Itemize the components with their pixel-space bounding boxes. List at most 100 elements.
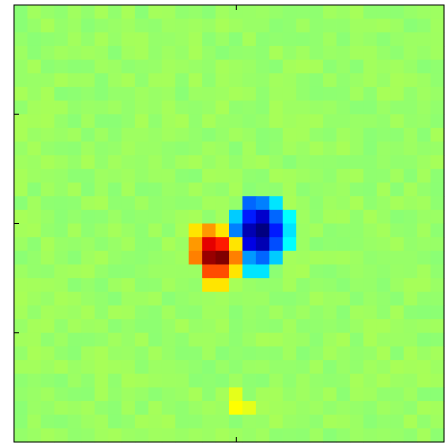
heatmap-cell <box>94 114 109 129</box>
heatmap-cell <box>134 18 149 33</box>
heatmap-cell <box>54 414 69 429</box>
heatmap-cell <box>376 387 391 402</box>
heatmap-cell <box>94 182 109 197</box>
heatmap-cell <box>242 59 257 74</box>
heatmap-cell <box>242 414 257 429</box>
heatmap-cell <box>336 114 351 129</box>
heatmap-cell <box>363 73 378 88</box>
heatmap-cell <box>81 209 96 225</box>
heatmap-cell <box>336 182 351 197</box>
heatmap-cell <box>296 5 311 20</box>
heatmap-cell <box>81 18 96 33</box>
heatmap-cell <box>108 73 123 88</box>
heatmap-cell <box>215 86 230 102</box>
heatmap-cell <box>14 73 29 88</box>
heatmap-cell <box>229 182 244 197</box>
heatmap-cell <box>108 114 123 129</box>
heatmap-cell <box>349 155 364 170</box>
heatmap-cell <box>27 32 42 47</box>
heatmap-cell <box>14 319 29 334</box>
heatmap-cell <box>336 278 351 293</box>
heatmap-cells <box>14 5 445 443</box>
heatmap-cell <box>309 209 324 225</box>
heatmap-cell <box>296 73 311 88</box>
heatmap-cell <box>296 401 311 416</box>
heatmap-cell <box>14 278 29 293</box>
heatmap-cell <box>229 32 244 47</box>
heatmap-cell <box>188 209 203 225</box>
heatmap-cell <box>161 373 176 388</box>
heatmap-cell <box>336 360 351 375</box>
heatmap-cell <box>215 346 230 361</box>
heatmap-cell <box>390 319 405 334</box>
heatmap-cell <box>202 100 217 115</box>
heatmap-cell <box>175 264 190 279</box>
heatmap-cell <box>54 223 69 238</box>
heatmap-cell <box>229 5 244 20</box>
heatmap-cell <box>417 332 432 348</box>
heatmap-cell <box>229 168 244 184</box>
heatmap-cell <box>202 237 217 252</box>
heatmap-cell <box>323 278 338 293</box>
heatmap-cell <box>296 291 311 307</box>
heatmap-cell <box>54 196 69 211</box>
heatmap-cell <box>108 319 123 334</box>
heatmap-cell <box>390 428 405 443</box>
heatmap-cell <box>202 5 217 20</box>
heatmap-cell <box>94 414 109 429</box>
heatmap-cell <box>94 141 109 156</box>
heatmap-cell <box>148 209 163 225</box>
heatmap-cell <box>161 209 176 225</box>
heatmap-cell <box>390 264 405 279</box>
heatmap-cell <box>269 141 284 156</box>
heatmap-cell <box>161 59 176 74</box>
heatmap-cell <box>403 5 418 20</box>
heatmap-cell <box>417 127 432 143</box>
heatmap-cell <box>242 127 257 143</box>
heatmap-cell <box>229 155 244 170</box>
heatmap-cell <box>215 141 230 156</box>
heatmap-cell <box>161 32 176 47</box>
heatmap-cell <box>67 414 82 429</box>
heatmap-cell <box>148 223 163 238</box>
heatmap-cell <box>376 127 391 143</box>
heatmap-cell <box>376 45 391 61</box>
heatmap-cell <box>323 264 338 279</box>
heatmap-cell <box>175 387 190 402</box>
heatmap-cell <box>67 250 82 266</box>
heatmap-cell <box>229 100 244 115</box>
heatmap-cell <box>94 127 109 143</box>
heatmap-cell <box>323 32 338 47</box>
heatmap-cell <box>376 264 391 279</box>
heatmap-cell <box>229 291 244 307</box>
heatmap-cell <box>430 278 445 293</box>
heatmap-cell <box>188 373 203 388</box>
heatmap-cell <box>269 305 284 320</box>
heatmap-cell <box>349 414 364 429</box>
heatmap-cell <box>296 32 311 47</box>
heatmap-cell <box>175 332 190 348</box>
heatmap-cell <box>255 264 270 279</box>
heatmap-cell <box>188 332 203 348</box>
heatmap-cell <box>14 305 29 320</box>
heatmap-cell <box>376 59 391 74</box>
heatmap-cell <box>242 319 257 334</box>
heatmap-cell <box>376 428 391 443</box>
heatmap-cell <box>175 291 190 307</box>
heatmap-cell <box>269 373 284 388</box>
heatmap-cell <box>14 373 29 388</box>
heatmap-cell <box>148 141 163 156</box>
heatmap-cell <box>282 155 297 170</box>
heatmap-cell <box>121 32 136 47</box>
heatmap-cell <box>309 346 324 361</box>
heatmap-cell <box>323 73 338 88</box>
heatmap-cell <box>81 223 96 238</box>
heatmap-cell <box>403 100 418 115</box>
heatmap-cell <box>202 59 217 74</box>
heatmap-cell <box>282 291 297 307</box>
heatmap-cell <box>269 59 284 74</box>
heatmap-cell <box>94 332 109 348</box>
heatmap-cell <box>255 141 270 156</box>
heatmap-cell <box>14 237 29 252</box>
heatmap-cell <box>215 278 230 293</box>
